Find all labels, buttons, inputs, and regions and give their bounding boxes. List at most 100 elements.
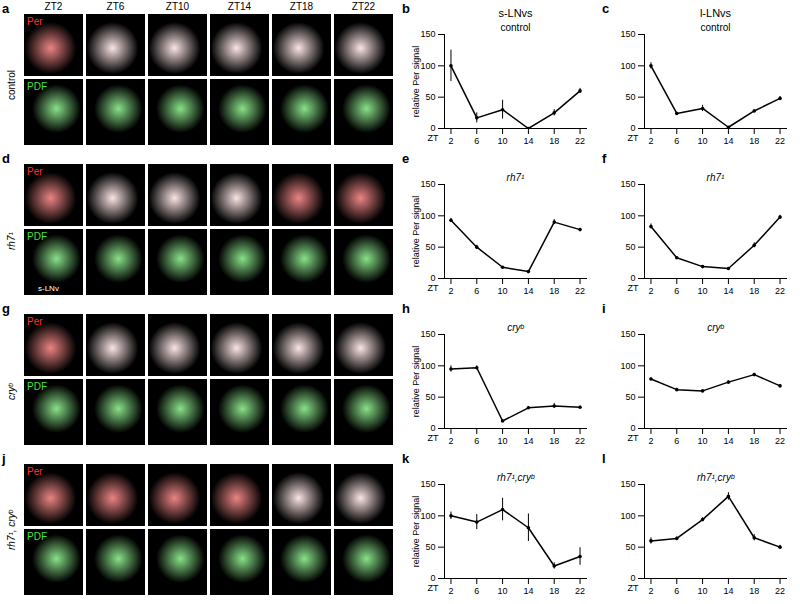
svg-text:50: 50 bbox=[625, 542, 635, 552]
svg-text:l-LNvs: l-LNvs bbox=[700, 7, 732, 19]
html-text:ZT6: ZT6 bbox=[106, 1, 125, 12]
svg-text:2: 2 bbox=[648, 136, 653, 146]
html-text:PDF: PDF bbox=[27, 81, 47, 92]
svg-text:22: 22 bbox=[775, 136, 785, 146]
svg-text:2: 2 bbox=[448, 586, 453, 596]
svg-text:22: 22 bbox=[775, 586, 785, 596]
svg-text:150: 150 bbox=[420, 329, 435, 339]
svg-text:2: 2 bbox=[648, 286, 653, 296]
svg-text:10: 10 bbox=[698, 436, 708, 446]
html-text:Per: Per bbox=[27, 16, 43, 27]
svg-text:14: 14 bbox=[723, 586, 733, 596]
svg-text:6: 6 bbox=[674, 286, 679, 296]
html-text:ZT2: ZT2 bbox=[44, 1, 63, 12]
svg-text:50: 50 bbox=[425, 92, 435, 102]
svg-text:14: 14 bbox=[723, 286, 733, 296]
svg-text:18: 18 bbox=[749, 136, 759, 146]
svg-text:100: 100 bbox=[620, 211, 635, 221]
svg-text:14: 14 bbox=[523, 586, 533, 596]
svg-text:14: 14 bbox=[523, 136, 533, 146]
svg-text:cryᵇ: cryᵇ bbox=[507, 322, 524, 333]
svg-text:50: 50 bbox=[425, 392, 435, 402]
svg-text:2: 2 bbox=[448, 436, 453, 446]
svg-text:2: 2 bbox=[448, 286, 453, 296]
svg-text:6: 6 bbox=[674, 586, 679, 596]
svg-text:150: 150 bbox=[620, 329, 635, 339]
svg-text:ZT: ZT bbox=[628, 433, 639, 443]
svg-text:s-LNvs: s-LNvs bbox=[498, 7, 533, 19]
html-text:control: control bbox=[6, 70, 17, 100]
svg-text:100: 100 bbox=[620, 61, 635, 71]
svg-text:100: 100 bbox=[620, 361, 635, 371]
svg-text:relative Per signal: relative Per signal bbox=[411, 46, 421, 118]
svg-text:150: 150 bbox=[420, 479, 435, 489]
html-text:ZT10: ZT10 bbox=[165, 1, 190, 12]
svg-text:150: 150 bbox=[620, 479, 635, 489]
svg-text:18: 18 bbox=[549, 286, 559, 296]
svg-text:22: 22 bbox=[575, 586, 585, 596]
svg-text:100: 100 bbox=[420, 511, 435, 521]
svg-text:18: 18 bbox=[549, 436, 559, 446]
svg-text:100: 100 bbox=[620, 511, 635, 521]
svg-text:50: 50 bbox=[425, 242, 435, 252]
svg-text:14: 14 bbox=[723, 136, 733, 146]
svg-text:18: 18 bbox=[749, 436, 759, 446]
svg-text:50: 50 bbox=[625, 92, 635, 102]
svg-text:100: 100 bbox=[420, 211, 435, 221]
svg-text:control: control bbox=[500, 22, 530, 33]
svg-text:ZT: ZT bbox=[628, 583, 639, 593]
svg-text:6: 6 bbox=[474, 586, 479, 596]
svg-text:rh7¹: rh7¹ bbox=[507, 172, 525, 183]
svg-text:50: 50 bbox=[625, 242, 635, 252]
svg-text:6: 6 bbox=[474, 286, 479, 296]
svg-text:22: 22 bbox=[775, 286, 785, 296]
svg-text:150: 150 bbox=[420, 29, 435, 39]
svg-text:10: 10 bbox=[698, 136, 708, 146]
svg-text:2: 2 bbox=[648, 436, 653, 446]
svg-text:relative Per signal: relative Per signal bbox=[411, 346, 421, 418]
svg-text:6: 6 bbox=[674, 136, 679, 146]
svg-text:14: 14 bbox=[723, 436, 733, 446]
svg-text:10: 10 bbox=[498, 586, 508, 596]
svg-text:2: 2 bbox=[648, 586, 653, 596]
svg-text:22: 22 bbox=[775, 436, 785, 446]
svg-text:ZT: ZT bbox=[628, 283, 639, 293]
svg-text:relative Per signal: relative Per signal bbox=[411, 496, 421, 568]
svg-text:14: 14 bbox=[523, 436, 533, 446]
svg-text:cryᵇ: cryᵇ bbox=[707, 322, 724, 333]
svg-text:100: 100 bbox=[420, 361, 435, 371]
svg-text:6: 6 bbox=[474, 436, 479, 446]
svg-text:ZT: ZT bbox=[428, 283, 439, 293]
svg-text:22: 22 bbox=[575, 136, 585, 146]
svg-text:6: 6 bbox=[674, 436, 679, 446]
svg-text:ZT: ZT bbox=[428, 583, 439, 593]
svg-text:22: 22 bbox=[575, 286, 585, 296]
svg-text:22: 22 bbox=[575, 436, 585, 446]
svg-text:2: 2 bbox=[448, 136, 453, 146]
svg-text:10: 10 bbox=[498, 136, 508, 146]
svg-text:14: 14 bbox=[523, 286, 533, 296]
svg-text:18: 18 bbox=[749, 586, 759, 596]
svg-text:18: 18 bbox=[549, 586, 559, 596]
svg-text:18: 18 bbox=[749, 286, 759, 296]
svg-text:relative Per signal: relative Per signal bbox=[411, 196, 421, 268]
svg-text:150: 150 bbox=[620, 179, 635, 189]
svg-text:150: 150 bbox=[420, 179, 435, 189]
svg-text:150: 150 bbox=[620, 29, 635, 39]
svg-text:rh7¹,cryᵇ: rh7¹,cryᵇ bbox=[697, 472, 735, 483]
svg-text:10: 10 bbox=[498, 436, 508, 446]
svg-text:ZT: ZT bbox=[628, 133, 639, 143]
svg-text:6: 6 bbox=[474, 136, 479, 146]
svg-text:10: 10 bbox=[698, 586, 708, 596]
svg-text:rh7¹,cryᵇ: rh7¹,cryᵇ bbox=[497, 472, 535, 483]
svg-text:10: 10 bbox=[698, 286, 708, 296]
svg-text:ZT: ZT bbox=[428, 433, 439, 443]
svg-text:rh7¹: rh7¹ bbox=[707, 172, 725, 183]
svg-text:ZT: ZT bbox=[428, 133, 439, 143]
svg-text:18: 18 bbox=[549, 136, 559, 146]
svg-text:50: 50 bbox=[425, 542, 435, 552]
svg-text:10: 10 bbox=[498, 286, 508, 296]
svg-text:50: 50 bbox=[625, 392, 635, 402]
svg-text:100: 100 bbox=[420, 61, 435, 71]
svg-text:control: control bbox=[700, 22, 730, 33]
